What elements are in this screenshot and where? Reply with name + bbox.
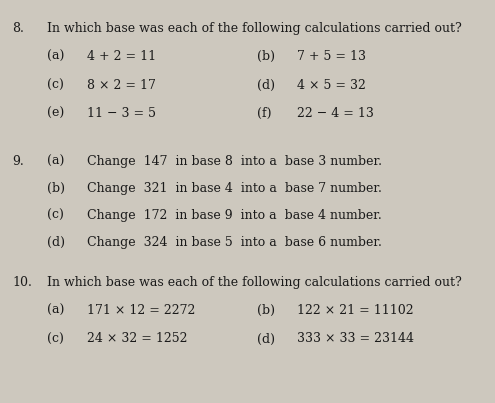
Text: 10.: 10.	[12, 276, 32, 289]
Text: In which base was each of the following calculations carried out?: In which base was each of the following …	[47, 276, 462, 289]
Text: Change  172  in base 9  into a  base 4 number.: Change 172 in base 9 into a base 4 numbe…	[87, 209, 381, 222]
Text: 7 + 5 = 13: 7 + 5 = 13	[297, 50, 366, 63]
Text: (b): (b)	[257, 50, 275, 63]
Text: Change  321  in base 4  into a  base 7 number.: Change 321 in base 4 into a base 7 numbe…	[87, 182, 382, 195]
Text: 171 × 12 = 2272: 171 × 12 = 2272	[87, 304, 195, 317]
Text: 122 × 21 = 11102: 122 × 21 = 11102	[297, 304, 414, 317]
Text: Change  324  in base 5  into a  base 6 number.: Change 324 in base 5 into a base 6 numbe…	[87, 236, 382, 249]
Text: 8.: 8.	[12, 22, 24, 35]
Text: (a): (a)	[47, 50, 64, 63]
Text: (d): (d)	[257, 332, 275, 345]
Text: (b): (b)	[47, 182, 65, 195]
Text: (a): (a)	[47, 155, 64, 168]
Text: (a): (a)	[47, 304, 64, 317]
Text: 11 − 3 = 5: 11 − 3 = 5	[87, 107, 155, 120]
Text: In which base was each of the following calculations carried out?: In which base was each of the following …	[47, 22, 462, 35]
Text: 4 + 2 = 11: 4 + 2 = 11	[87, 50, 156, 63]
Text: (c): (c)	[47, 332, 64, 345]
Text: (d): (d)	[257, 79, 275, 91]
Text: 4 × 5 = 32: 4 × 5 = 32	[297, 79, 366, 91]
Text: (d): (d)	[47, 236, 65, 249]
Text: 9.: 9.	[12, 155, 24, 168]
Text: 22 − 4 = 13: 22 − 4 = 13	[297, 107, 374, 120]
Text: 333 × 33 = 23144: 333 × 33 = 23144	[297, 332, 414, 345]
Text: (c): (c)	[47, 79, 64, 91]
Text: 24 × 32 = 1252: 24 × 32 = 1252	[87, 332, 187, 345]
Text: (e): (e)	[47, 107, 64, 120]
Text: (f): (f)	[257, 107, 272, 120]
Text: (c): (c)	[47, 209, 64, 222]
Text: Change  147  in base 8  into a  base 3 number.: Change 147 in base 8 into a base 3 numbe…	[87, 155, 382, 168]
Text: 8 × 2 = 17: 8 × 2 = 17	[87, 79, 155, 91]
Text: (b): (b)	[257, 304, 275, 317]
